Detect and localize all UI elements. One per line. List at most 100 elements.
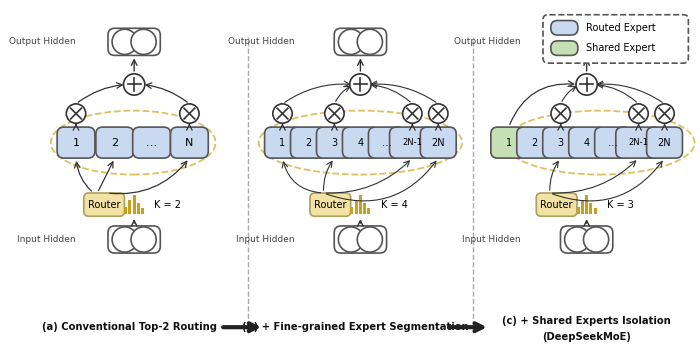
Circle shape (112, 29, 137, 54)
Bar (350, 207, 354, 214)
FancyBboxPatch shape (647, 127, 682, 158)
Bar (124, 207, 127, 214)
Text: 3: 3 (558, 137, 564, 148)
FancyBboxPatch shape (517, 127, 552, 158)
Text: 1: 1 (73, 137, 80, 148)
FancyBboxPatch shape (491, 127, 526, 158)
FancyBboxPatch shape (57, 127, 95, 158)
Bar (577, 207, 580, 214)
Text: 2N: 2N (658, 137, 671, 148)
Circle shape (273, 104, 292, 123)
Circle shape (180, 104, 199, 123)
Bar (355, 200, 358, 214)
Circle shape (428, 104, 448, 123)
Bar (141, 208, 144, 214)
Text: 2N-1: 2N-1 (402, 138, 422, 147)
FancyBboxPatch shape (265, 127, 300, 158)
Text: Input Hidden: Input Hidden (462, 235, 521, 244)
FancyBboxPatch shape (551, 41, 578, 55)
Circle shape (338, 227, 363, 252)
Text: 3: 3 (331, 137, 337, 148)
FancyBboxPatch shape (536, 193, 577, 216)
Bar (363, 203, 366, 214)
Text: 4: 4 (584, 137, 589, 148)
Circle shape (131, 29, 156, 54)
Bar (128, 200, 132, 214)
Text: 2: 2 (531, 137, 538, 148)
FancyBboxPatch shape (342, 127, 378, 158)
Bar (368, 208, 370, 214)
FancyBboxPatch shape (390, 127, 435, 158)
Circle shape (565, 227, 590, 252)
Text: Shared Expert: Shared Expert (586, 43, 655, 53)
FancyBboxPatch shape (96, 127, 134, 158)
Circle shape (325, 104, 344, 123)
FancyBboxPatch shape (595, 127, 631, 158)
Bar (132, 195, 136, 214)
Text: 2: 2 (305, 137, 312, 148)
Circle shape (357, 227, 382, 252)
Text: 1: 1 (279, 137, 286, 148)
Text: 1: 1 (505, 137, 512, 148)
Text: …: … (608, 137, 617, 148)
FancyBboxPatch shape (334, 28, 386, 55)
Text: Output Hidden: Output Hidden (228, 37, 295, 46)
FancyBboxPatch shape (108, 28, 160, 55)
Text: 2N-1: 2N-1 (629, 138, 648, 147)
Circle shape (357, 29, 382, 54)
FancyBboxPatch shape (290, 127, 326, 158)
Bar (594, 208, 596, 214)
Text: Router: Router (314, 200, 346, 209)
Text: Output Hidden: Output Hidden (9, 37, 76, 46)
FancyBboxPatch shape (568, 127, 605, 158)
FancyBboxPatch shape (561, 28, 612, 55)
Text: (b) + Fine-grained Expert Segmentation: (b) + Fine-grained Expert Segmentation (242, 322, 469, 332)
Bar (137, 203, 140, 214)
FancyBboxPatch shape (561, 226, 612, 253)
Circle shape (338, 29, 363, 54)
Circle shape (584, 227, 609, 252)
FancyBboxPatch shape (108, 226, 160, 253)
Circle shape (565, 29, 590, 54)
FancyBboxPatch shape (133, 127, 171, 158)
Circle shape (551, 104, 570, 123)
Text: Input Hidden: Input Hidden (18, 235, 76, 244)
FancyBboxPatch shape (368, 127, 405, 158)
Bar (585, 195, 588, 214)
FancyBboxPatch shape (551, 21, 578, 35)
Text: Routed Expert: Routed Expert (586, 23, 655, 33)
Circle shape (654, 104, 674, 123)
Text: (a) Conventional Top-2 Routing: (a) Conventional Top-2 Routing (42, 322, 217, 332)
Text: N: N (186, 137, 194, 148)
Text: 2N: 2N (431, 137, 445, 148)
Bar (581, 200, 584, 214)
Bar (359, 195, 362, 214)
Text: K = 4: K = 4 (381, 200, 407, 209)
FancyBboxPatch shape (171, 127, 209, 158)
Text: Input Hidden: Input Hidden (236, 235, 295, 244)
Text: Router: Router (88, 200, 120, 209)
FancyBboxPatch shape (310, 193, 351, 216)
Text: …: … (382, 137, 391, 148)
Text: Router: Router (540, 200, 573, 209)
FancyBboxPatch shape (316, 127, 352, 158)
FancyBboxPatch shape (616, 127, 662, 158)
Text: …: … (146, 137, 158, 148)
Text: K = 3: K = 3 (607, 200, 634, 209)
FancyBboxPatch shape (334, 226, 386, 253)
Circle shape (576, 74, 597, 95)
Circle shape (629, 104, 648, 123)
FancyBboxPatch shape (421, 127, 456, 158)
Circle shape (402, 104, 422, 123)
FancyBboxPatch shape (84, 193, 125, 216)
Circle shape (66, 104, 85, 123)
Circle shape (123, 74, 145, 95)
Text: Output Hidden: Output Hidden (454, 37, 521, 46)
Circle shape (350, 74, 371, 95)
Text: (c) + Shared Experts Isolation: (c) + Shared Experts Isolation (503, 316, 671, 326)
FancyBboxPatch shape (542, 127, 579, 158)
Circle shape (131, 227, 156, 252)
FancyBboxPatch shape (543, 15, 688, 63)
Text: 4: 4 (357, 137, 363, 148)
Circle shape (584, 29, 609, 54)
